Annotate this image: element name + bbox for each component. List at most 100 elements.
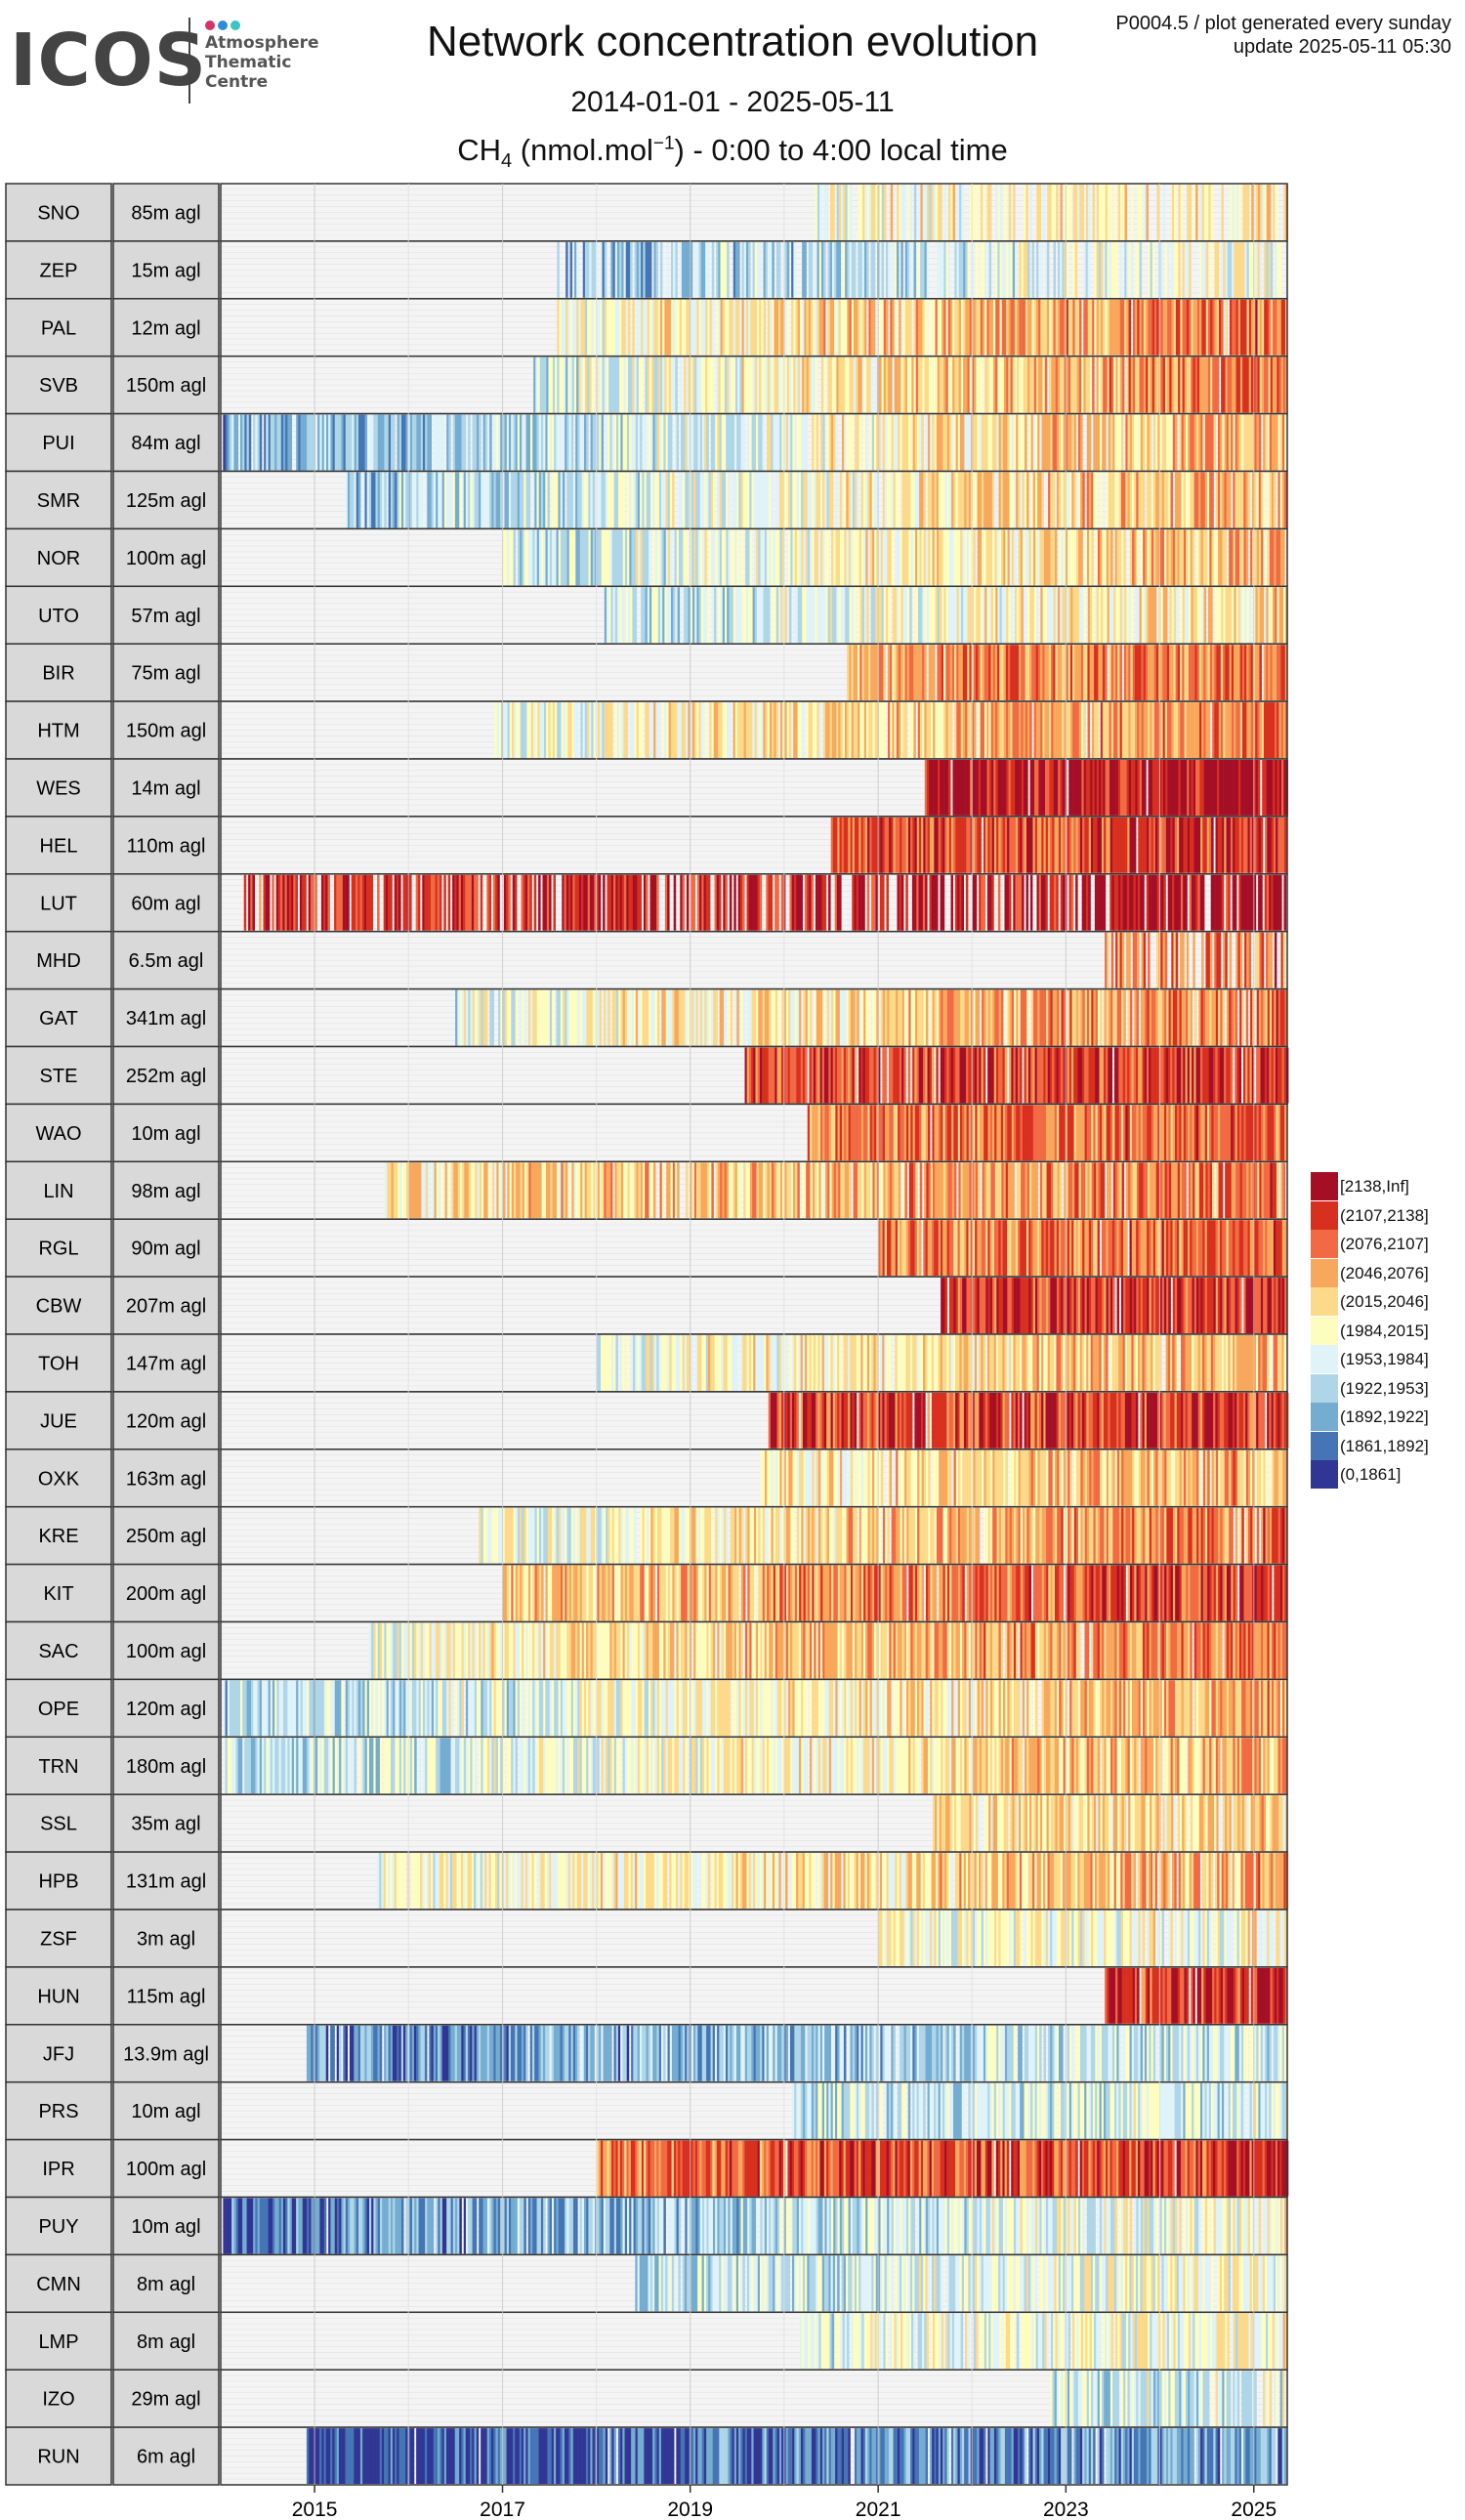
data-stripe (693, 472, 696, 528)
data-stripe (787, 472, 791, 528)
data-stripe (699, 472, 703, 528)
data-stripe (561, 702, 565, 758)
data-stripe (900, 414, 902, 471)
data-stripe (668, 587, 672, 644)
data-stripe (1024, 414, 1027, 471)
data-stripe (1118, 529, 1122, 586)
data-stripe (916, 874, 919, 931)
data-stripe (605, 414, 608, 471)
data-stripe (1057, 702, 1061, 758)
data-stripe (1099, 472, 1103, 528)
data-stripe (1063, 472, 1066, 528)
data-stripe (1121, 529, 1124, 586)
data-stripe (686, 241, 689, 298)
data-stripe (1183, 1105, 1187, 1161)
data-stripe (992, 529, 995, 586)
data-stripe (1264, 760, 1267, 816)
data-stripe (753, 874, 756, 931)
data-stripe (691, 529, 694, 586)
data-stripe (866, 185, 869, 240)
data-stripe (746, 874, 749, 931)
data-stripe (1126, 760, 1130, 816)
data-stripe (1114, 472, 1117, 528)
data-stripe (1065, 529, 1068, 586)
data-stripe (860, 1047, 863, 1104)
station-row-lut: LUT 60m agl (5, 873, 1288, 933)
data-stripe (1152, 874, 1155, 931)
data-stripe (991, 414, 995, 471)
data-stripe (693, 989, 696, 1046)
data-stripe (1108, 817, 1111, 873)
data-stripe (961, 817, 965, 873)
data-stripe (482, 472, 485, 528)
data-stripe (509, 529, 512, 586)
data-stripe (1259, 241, 1263, 298)
data-stripe (789, 874, 792, 931)
data-stripe (812, 414, 815, 471)
data-stripe (1103, 874, 1107, 931)
data-stripe (885, 989, 888, 1046)
data-stripe (571, 357, 575, 413)
data-stripe (1258, 1105, 1262, 1161)
data-stripe (1229, 645, 1233, 701)
data-stripe (311, 414, 314, 471)
data-stripe (568, 989, 572, 1046)
data-stripe (1249, 760, 1252, 816)
data-stripe (807, 1105, 811, 1161)
data-stripe (1181, 817, 1184, 873)
data-stripe (1175, 587, 1179, 644)
data-stripe (861, 299, 865, 356)
data-stripe (1086, 1047, 1089, 1104)
data-stripe (1179, 414, 1182, 471)
data-stripe (790, 989, 793, 1046)
data-stripe (567, 357, 570, 413)
data-stripe (652, 529, 656, 586)
data-stripe (891, 989, 895, 1046)
data-stripe (648, 414, 651, 471)
data-stripe (1098, 299, 1102, 356)
data-stripe (632, 357, 635, 413)
data-stripe (727, 357, 730, 413)
data-stripe (784, 241, 788, 298)
data-stripe (711, 241, 715, 298)
data-stripe (1024, 760, 1026, 816)
data-stripe (547, 529, 551, 586)
data-stripe (950, 1047, 954, 1104)
data-stripe (1080, 1105, 1083, 1161)
data-stripe (1266, 874, 1270, 931)
station-height: 85m agl (131, 202, 200, 224)
data-stripe (754, 299, 758, 356)
data-stripe (535, 702, 538, 758)
data-stripe (896, 529, 899, 586)
data-stripe (885, 357, 889, 413)
data-stripe (1187, 1047, 1191, 1104)
data-stripe (513, 472, 516, 528)
data-stripe (676, 989, 680, 1046)
data-stripe (1239, 702, 1243, 758)
data-stripe (1166, 472, 1169, 528)
data-stripe (794, 414, 798, 471)
data-stripe (1066, 357, 1069, 413)
data-stripe (447, 874, 451, 931)
data-stripe (1271, 1105, 1275, 1161)
data-stripe (1117, 932, 1120, 988)
data-stripe (1182, 760, 1186, 816)
data-stripe (1200, 1105, 1203, 1161)
data-stripe (1244, 874, 1248, 931)
data-stripe (912, 989, 916, 1046)
data-stripe (906, 299, 910, 356)
data-stripe (659, 241, 663, 298)
data-stripe (480, 874, 483, 931)
data-stripe (692, 874, 695, 931)
data-stripe (767, 299, 771, 356)
data-stripe (695, 989, 698, 1046)
data-stripe (892, 645, 895, 701)
data-stripe (1216, 702, 1220, 758)
data-stripe (603, 529, 607, 586)
data-stripe (1139, 702, 1142, 758)
station-code-cell (5, 355, 112, 415)
data-stripe (1242, 185, 1245, 240)
data-stripe (784, 299, 788, 356)
data-stripe (272, 414, 275, 471)
data-stripe (1128, 760, 1132, 816)
